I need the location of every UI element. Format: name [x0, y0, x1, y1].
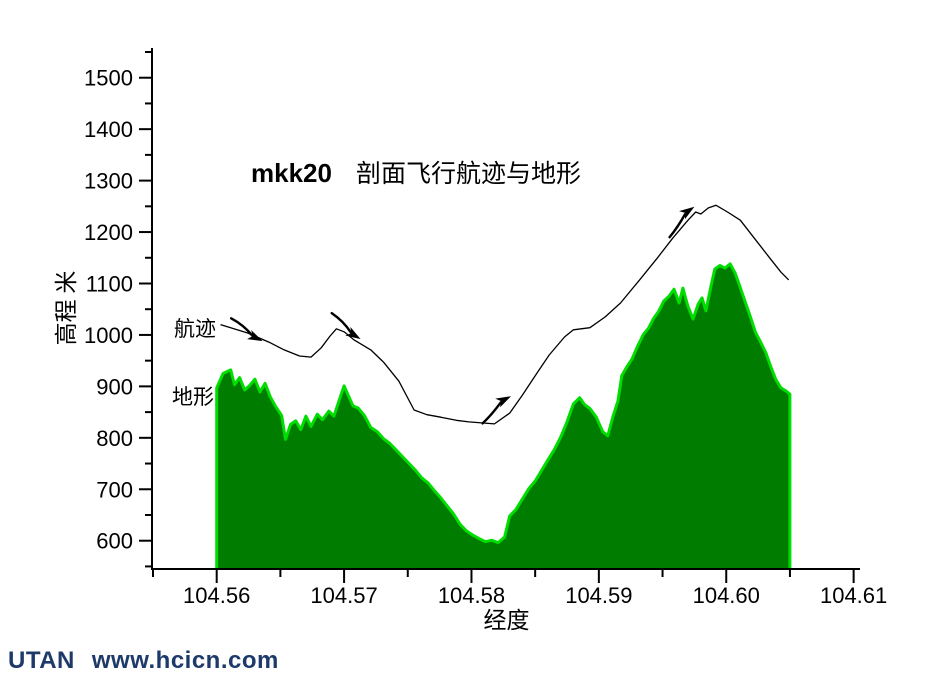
- y-tick-label: 1300: [84, 169, 133, 194]
- flight-path-line: [220, 204, 790, 425]
- arrow-head-icon: [247, 329, 263, 342]
- flight-direction-arrow: [330, 311, 361, 340]
- x-tick-label: 104.57: [310, 583, 377, 608]
- y-axis-title: 高程 米: [54, 270, 79, 346]
- terrain-edge: [215, 262, 792, 570]
- flight-direction-arrow: [668, 206, 695, 239]
- arrow-head-icon: [495, 396, 511, 408]
- flight-direction-arrow: [229, 317, 263, 342]
- y-tick-label: 900: [96, 374, 133, 399]
- watermark: UTAN www.hcicn.com: [8, 647, 279, 675]
- watermark-url: www.hcicn.com: [91, 647, 279, 674]
- terrain-label: 地形: [172, 385, 214, 409]
- y-tick-label: 1400: [84, 117, 133, 142]
- chart-title-prefix: mkk20: [251, 158, 332, 188]
- y-tick-label: 700: [96, 477, 133, 502]
- arrow-head-icon: [679, 206, 695, 220]
- arrow-tail: [481, 401, 502, 425]
- y-tick-label: 800: [96, 426, 133, 451]
- arrow-tail: [668, 213, 687, 239]
- x-tick-label: 104.59: [565, 583, 632, 608]
- arrow-tail: [229, 317, 254, 337]
- y-tick-label: 1100: [86, 271, 133, 296]
- y-tick-label: 1500: [84, 66, 133, 91]
- x-tick-label: 104.58: [438, 583, 505, 608]
- x-axis-title: 经度: [483, 608, 530, 633]
- chart-title: mkk20 剖面飞行航迹与地形: [251, 154, 581, 190]
- flight-direction-arrow: [481, 396, 511, 425]
- terrain-area: [216, 263, 790, 568]
- x-tick-label: 104.56: [183, 583, 250, 608]
- x-tick-label: 104.60: [693, 583, 760, 608]
- y-tick-label: 1200: [84, 220, 133, 245]
- arrow-tail: [330, 311, 352, 334]
- flight-path-label: 航迹: [174, 317, 216, 341]
- watermark-brand: UTAN: [8, 647, 75, 674]
- chart-title-text: 剖面飞行航迹与地形: [355, 161, 581, 188]
- y-tick-label: 1000: [84, 323, 133, 348]
- y-tick-label: 600: [96, 529, 133, 554]
- arrow-head-icon: [345, 326, 361, 340]
- x-tick-label: 104.61: [820, 583, 887, 608]
